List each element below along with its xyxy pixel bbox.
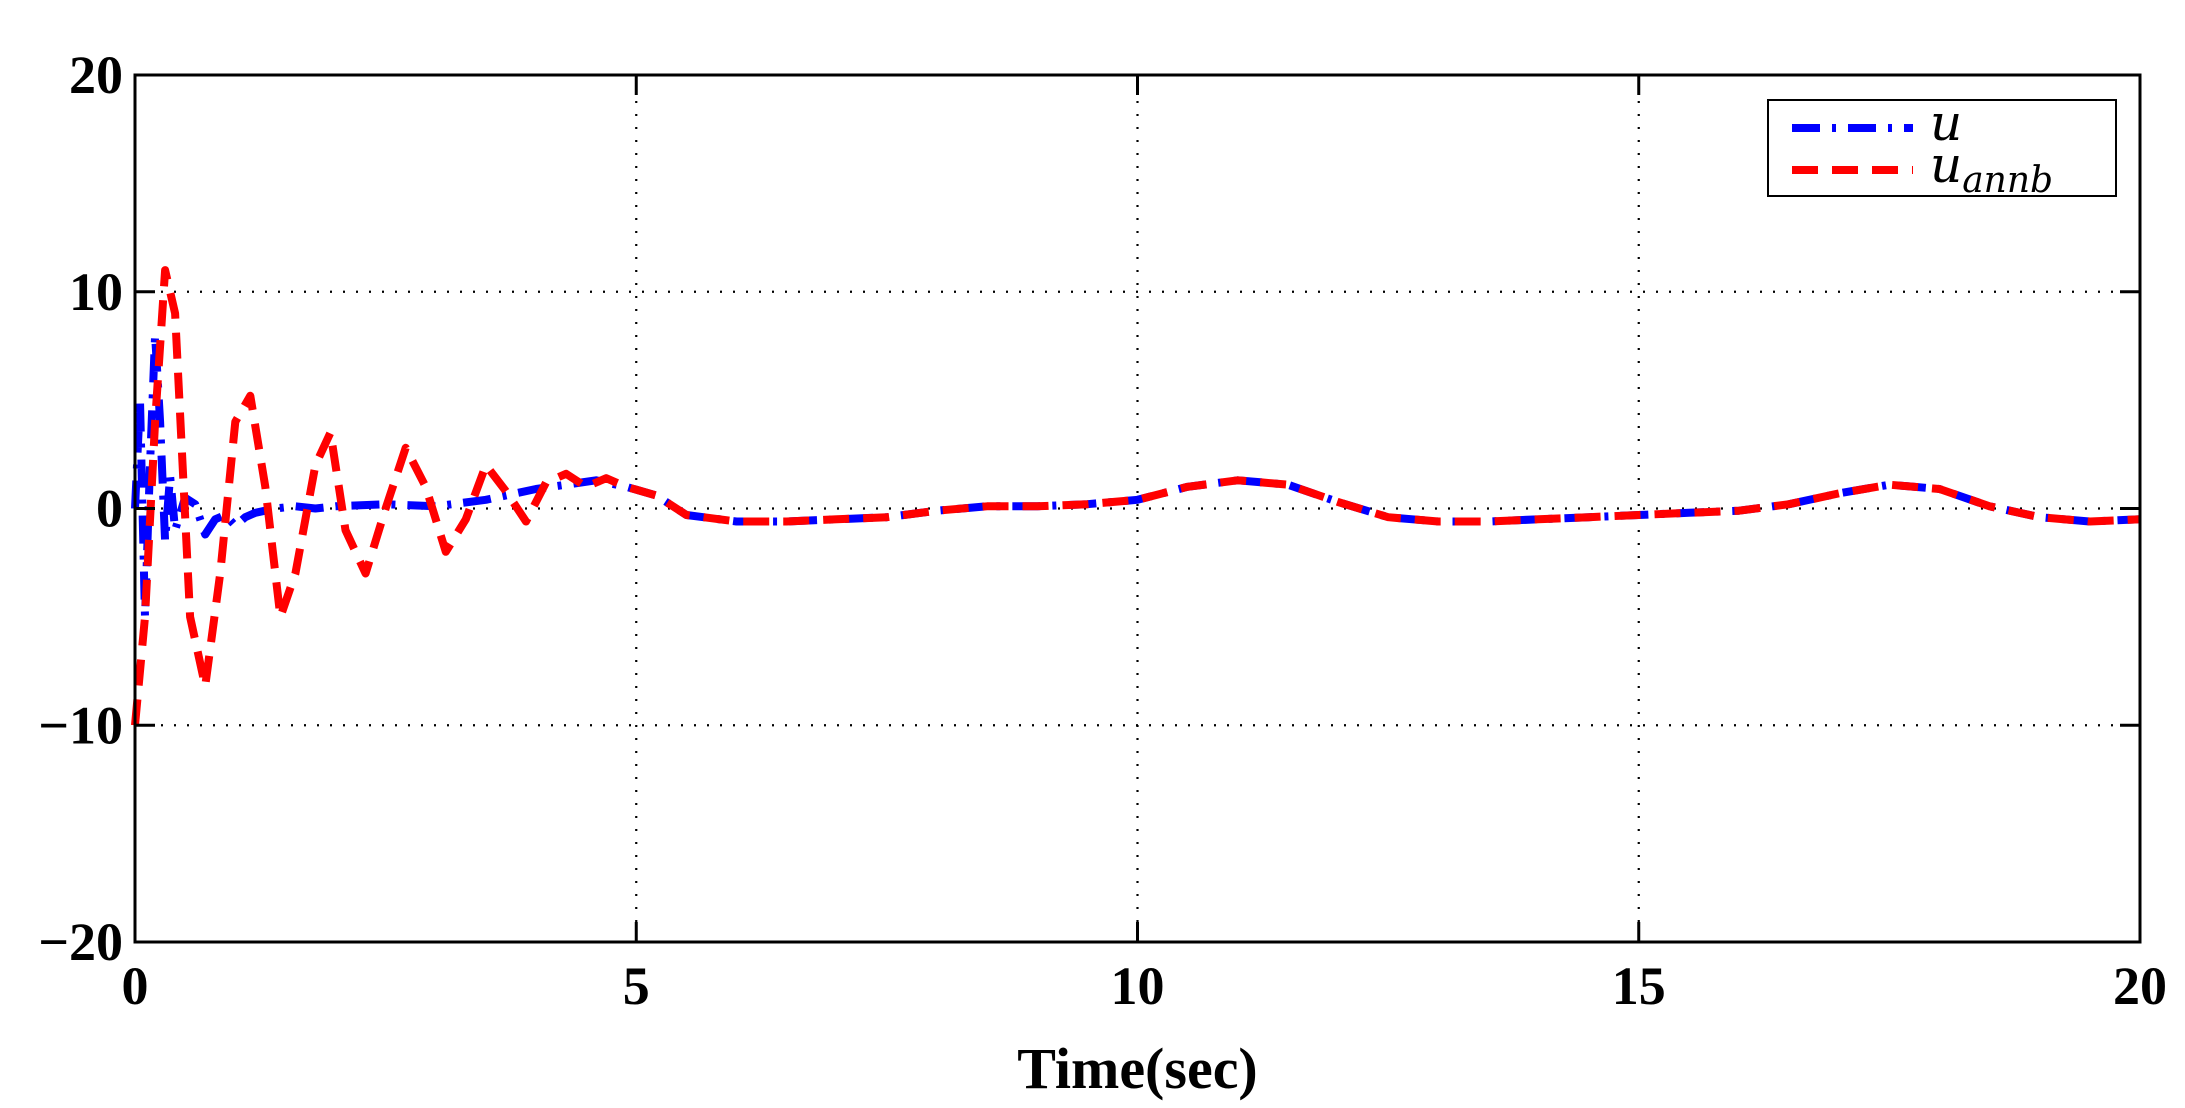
legend-box <box>1767 99 2117 197</box>
series-line-u-annb <box>131 266 2141 726</box>
x-tick-label: 10 <box>1111 956 1165 1016</box>
x-tick-label: 15 <box>1612 956 1666 1016</box>
y-tick-label: 20 <box>69 45 123 105</box>
y-tick-labels: −20 −10 0 10 20 <box>38 45 123 972</box>
y-tick-label: 0 <box>96 479 123 539</box>
y-tick-label: −10 <box>38 695 123 755</box>
y-tick-label: −20 <box>38 912 123 972</box>
y-tick-label: 10 <box>69 262 123 322</box>
x-tick-label: 0 <box>122 956 149 1016</box>
series-layer <box>131 266 2141 726</box>
legend-label: u <box>1930 94 1962 152</box>
x-tick-label: 5 <box>623 956 650 1016</box>
x-axis-label: Time(sec) <box>1017 1036 1258 1101</box>
grid-lines <box>135 75 2140 942</box>
tick-marks <box>133 73 2142 944</box>
x-tick-label: 20 <box>2113 956 2167 1016</box>
x-tick-labels: 0 5 10 15 20 <box>122 956 2168 1016</box>
legend-label: uannb <box>1930 136 2053 201</box>
